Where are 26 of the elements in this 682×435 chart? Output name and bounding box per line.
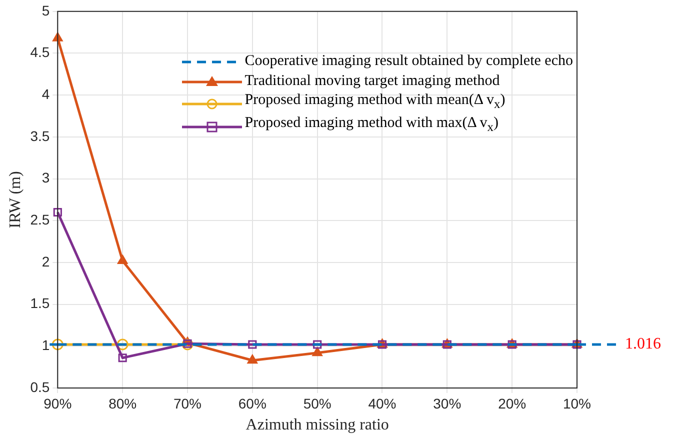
y-tick-label: 5: [42, 2, 50, 18]
y-tick-label: 1: [42, 337, 50, 354]
x-tick-label: 70%: [173, 395, 202, 412]
x-tick-label: 90%: [44, 395, 72, 412]
y-tick-label: 4.5: [30, 44, 50, 60]
y-tick-label: 1.5: [30, 295, 50, 312]
y-tick-label: 4: [42, 86, 50, 102]
x-tick-label: 20%: [498, 395, 526, 412]
x-tick-label: 80%: [108, 395, 137, 412]
x-tick-label: 40%: [368, 395, 396, 412]
text: 1.016: [625, 336, 661, 353]
x-tick-label: 10%: [562, 395, 592, 412]
y-tick-label: 0.5: [30, 378, 50, 395]
x-tick-label: 60%: [238, 395, 266, 412]
legend-label: Proposed imaging method with max(Δ v$_{x}$): [244, 114, 499, 136]
y-axis-title: IRW (m): [6, 171, 24, 228]
y-tick-label: 3: [42, 170, 50, 186]
legend-label: Proposed imaging method with mean(Δ v$_{x}$): [244, 91, 506, 114]
x-axis-title: Azimuth missing ratio: [246, 416, 389, 434]
x-tick-label: 30%: [433, 395, 462, 412]
y-tick-label: 2: [42, 253, 50, 270]
y-tick-label: 2.5: [30, 211, 50, 228]
y-tick-label: 3.5: [30, 128, 50, 144]
x-tick-label: 50%: [303, 395, 332, 412]
legend-label: Cooperative imaging result obtained by complete echo: [244, 52, 573, 71]
legend-label: Traditional moving target imaging method: [244, 72, 500, 91]
